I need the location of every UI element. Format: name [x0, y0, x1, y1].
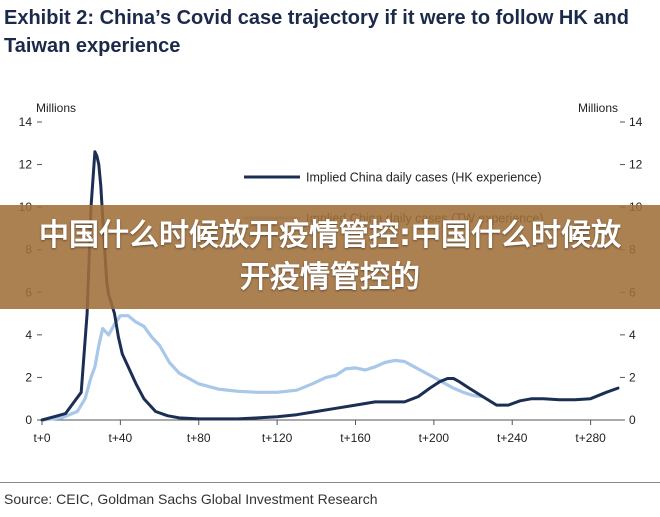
legend-label-hk: Implied China daily cases (HK experience… — [306, 171, 542, 185]
y-tick-label-right: 12 — [629, 158, 643, 172]
y-tick-label-right: 0 — [629, 413, 636, 427]
chart-title: Exhibit 2: China’s Covid case trajectory… — [4, 7, 629, 57]
y-tick-label-right: 2 — [629, 370, 636, 384]
chart-lines — [40, 150, 620, 422]
series-line-tw — [40, 314, 483, 422]
y-tick-label-left: 12 — [19, 158, 33, 172]
series-line-hk — [40, 150, 620, 422]
y-axis-label-right: Millions — [578, 101, 618, 115]
source-note: Source: CEIC, Goldman Sachs Global Inves… — [4, 491, 378, 507]
x-tick-label: t+40 — [109, 431, 133, 445]
overlay-banner-text: 中国什么时候放开疫情管控:中国什么时候放开疫情管控的 — [39, 218, 621, 295]
y-tick-label-left: 4 — [25, 328, 32, 342]
overlay-banner: 中国什么时候放开疫情管控:中国什么时候放开疫情管控的 — [0, 205, 660, 309]
y-tick-label-left: 0 — [25, 413, 32, 427]
y-tick-label-right: 14 — [629, 115, 643, 129]
x-tick-label: t+120 — [262, 431, 293, 445]
x-tick-label: t+160 — [340, 431, 371, 445]
x-tick-label: t+280 — [575, 431, 606, 445]
y-axis-label-left: Millions — [36, 101, 76, 115]
x-tick-label: t+0 — [33, 431, 50, 445]
x-tick-label: t+240 — [497, 431, 528, 445]
x-tick-label: t+200 — [419, 431, 450, 445]
footer-divider — [0, 482, 660, 483]
x-tick-label: t+80 — [187, 431, 211, 445]
y-tick-label-right: 4 — [629, 328, 636, 342]
y-tick-label-left: 2 — [25, 370, 32, 384]
y-tick-label-left: 14 — [19, 115, 33, 129]
